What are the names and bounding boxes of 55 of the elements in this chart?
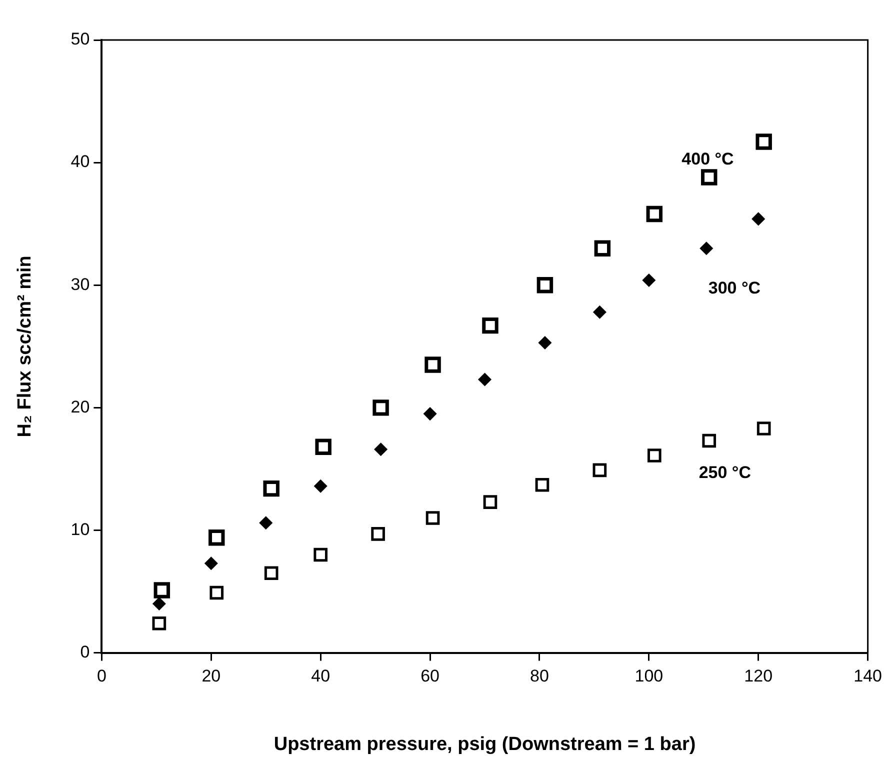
point [752, 212, 765, 226]
x-tick-label: 20 [202, 666, 221, 686]
point [374, 443, 388, 456]
x-tick-label: 80 [530, 666, 549, 686]
point [594, 240, 611, 256]
x-tick-label: 60 [420, 666, 440, 686]
y-tick-label: 20 [70, 397, 90, 416]
point [700, 242, 713, 255]
point [592, 463, 607, 478]
point [593, 306, 606, 318]
point [152, 598, 166, 610]
point [210, 586, 224, 600]
point [264, 566, 278, 580]
series-label: 300 °C [708, 278, 761, 298]
y-tick-label: 30 [70, 274, 90, 294]
x-tick-label: 140 [854, 666, 882, 686]
x-axis-title: Upstream pressure, psig (Downstream = 1 bar) [274, 734, 696, 755]
x-tick-label: 120 [744, 666, 773, 686]
point [478, 373, 492, 386]
point [314, 548, 328, 562]
point [538, 336, 552, 349]
point [482, 317, 498, 334]
series-label: 250 °C [698, 463, 752, 482]
point [263, 480, 280, 497]
point [756, 134, 772, 150]
point [154, 582, 170, 598]
x-tick-label: 0 [96, 666, 106, 686]
point [702, 434, 716, 448]
series-label: 400 °C [682, 149, 734, 168]
point [372, 400, 389, 416]
point [701, 169, 718, 186]
y-axis-title: H₂ Flux scc/cm² min [14, 256, 36, 438]
y-tick-label: 50 [70, 30, 90, 49]
point [371, 527, 385, 541]
y-tick-label: 0 [80, 642, 90, 662]
point [315, 438, 332, 456]
point [642, 274, 656, 286]
point [426, 511, 440, 525]
point [535, 478, 550, 492]
point [646, 206, 663, 222]
point [424, 356, 441, 373]
point [208, 529, 225, 546]
x-tick-label: 100 [634, 666, 664, 686]
point [483, 495, 498, 509]
point [536, 277, 554, 294]
point [152, 616, 166, 630]
point [647, 448, 662, 462]
point [260, 516, 272, 530]
x-tick-label: 40 [311, 666, 330, 686]
point [204, 557, 218, 570]
y-tick-label: 40 [70, 152, 90, 172]
point [424, 408, 436, 420]
y-tick-label: 10 [70, 520, 90, 539]
point [314, 480, 327, 492]
point [756, 422, 771, 436]
